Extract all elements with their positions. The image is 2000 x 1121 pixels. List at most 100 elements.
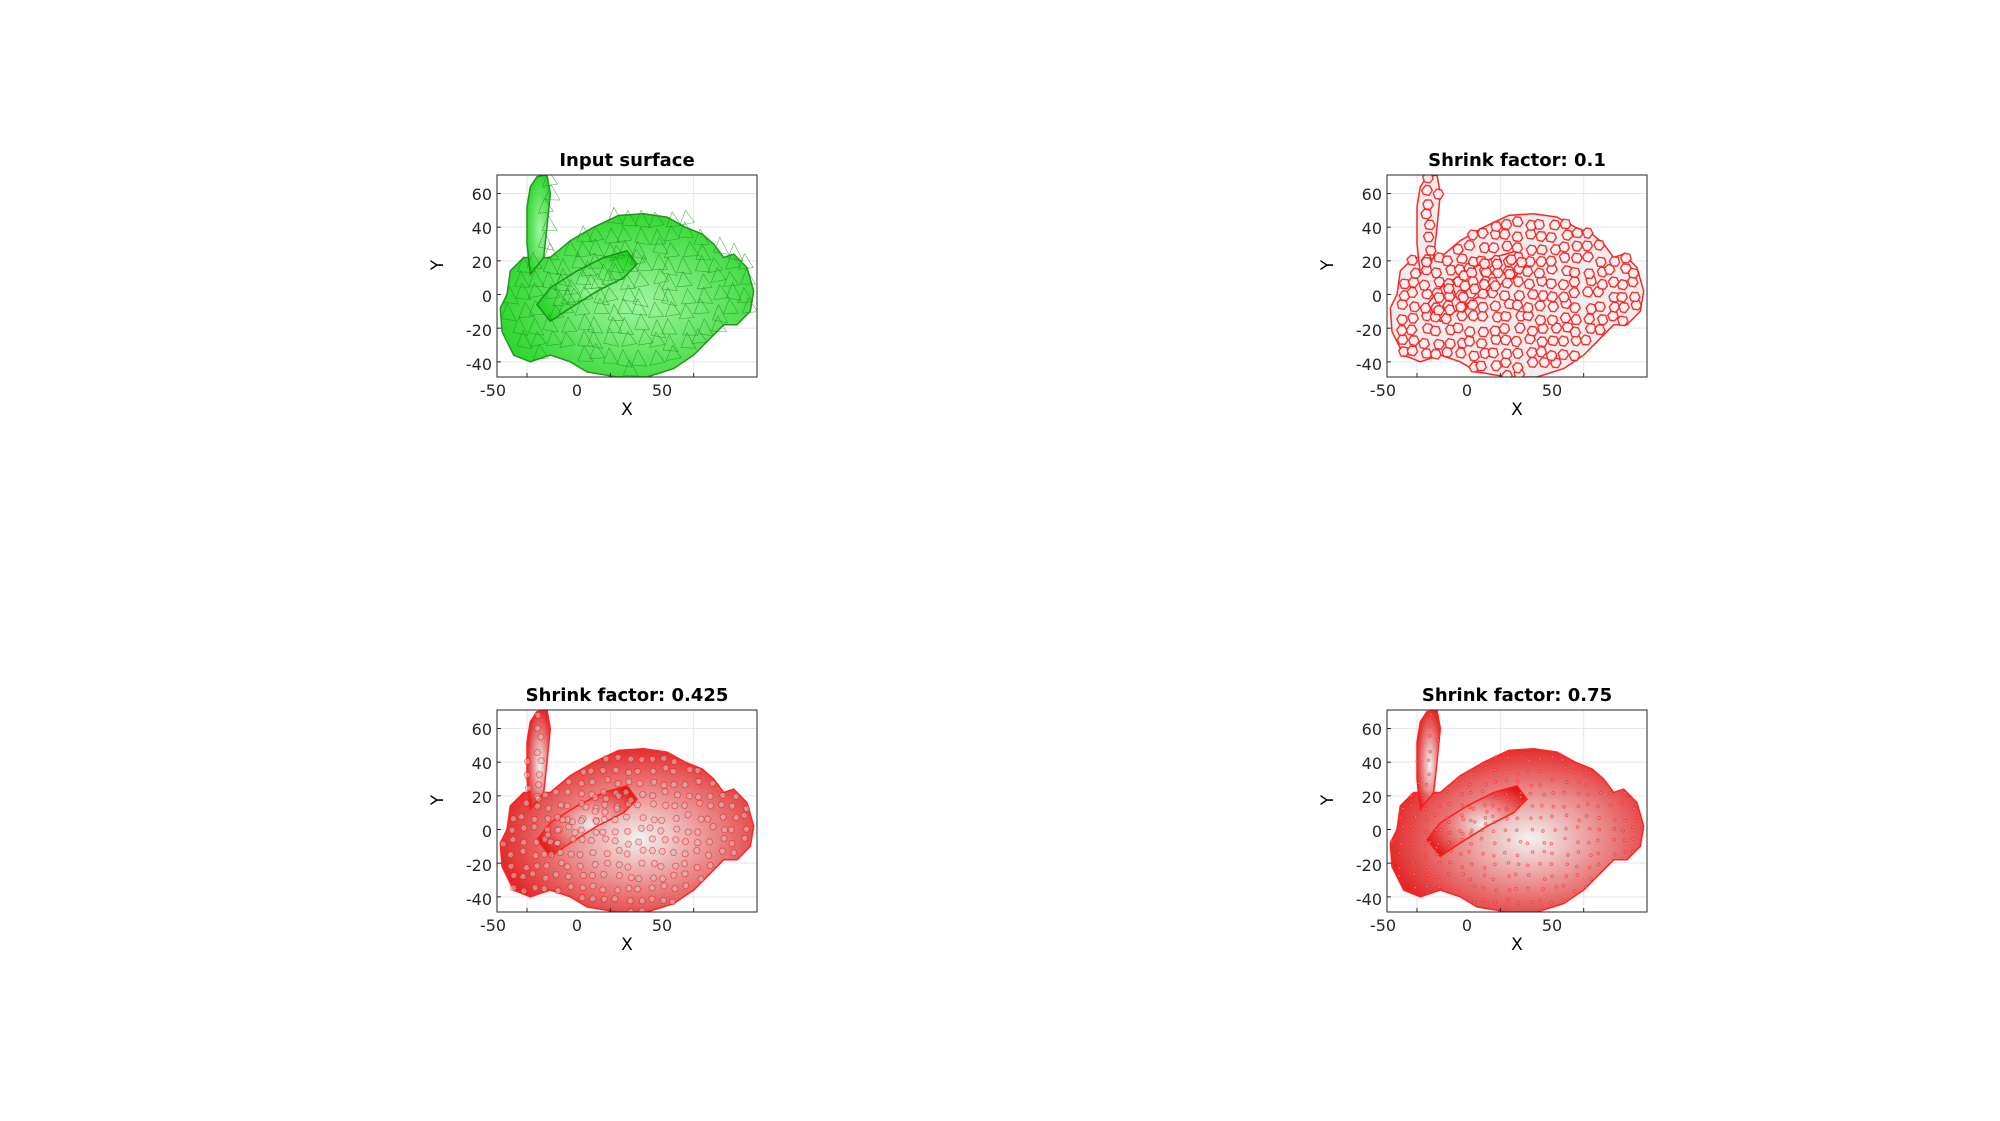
mesh-face (1492, 862, 1497, 866)
mesh-face (1433, 291, 1445, 304)
mesh-face (1395, 314, 1408, 326)
mesh-face (695, 243, 712, 261)
mesh-face (1561, 790, 1566, 795)
bunny-mesh (499, 175, 757, 377)
mesh-face (633, 885, 642, 893)
mesh-face (1534, 314, 1547, 326)
mesh-face (1594, 324, 1606, 336)
mesh-face (601, 808, 609, 816)
mesh-face (1467, 805, 1472, 810)
mesh-face (1430, 267, 1443, 279)
bunny-mesh (1389, 175, 1645, 377)
mesh-face (1595, 779, 1600, 784)
mesh-face (1549, 814, 1554, 819)
mesh-face (1516, 771, 1520, 776)
mesh-face (661, 836, 670, 844)
mesh-face (1577, 818, 1582, 823)
mesh-face (1455, 347, 1467, 359)
mesh-face (611, 816, 619, 824)
y-tick-label: 0 (1371, 287, 1382, 306)
mesh-face (650, 816, 659, 824)
mesh-face (671, 836, 680, 844)
mesh-face (658, 875, 667, 883)
mesh-face (1410, 841, 1415, 846)
mesh-face (1441, 255, 1454, 267)
mesh-face (1576, 850, 1581, 854)
mesh-face (1525, 244, 1538, 257)
mesh-face (583, 273, 600, 290)
mesh-face (1583, 313, 1596, 325)
mesh-face (1423, 807, 1428, 811)
mesh-face (1622, 838, 1627, 842)
mesh-face (1446, 831, 1450, 835)
y-tick-label: 40 (1361, 219, 1382, 238)
mesh-face (1418, 279, 1431, 292)
mesh-face (719, 813, 728, 821)
mesh-face (696, 273, 713, 290)
mesh-face (1538, 783, 1543, 788)
mesh-face (1469, 842, 1474, 846)
mesh-face (557, 801, 565, 809)
mesh-face (1427, 724, 1432, 729)
mesh-face (1501, 240, 1514, 252)
mesh-face (693, 228, 710, 245)
mesh-face (578, 893, 587, 902)
y-axis-label: Y (1318, 259, 1338, 271)
mesh-face (543, 242, 560, 261)
mesh-face (1434, 828, 1439, 832)
x-axis-label: X (1511, 935, 1523, 955)
mesh-face (1493, 767, 1498, 772)
mesh-face (1576, 840, 1580, 845)
mesh-face (556, 257, 573, 276)
mesh-face (1518, 791, 1523, 795)
mesh-face (1433, 251, 1446, 264)
mesh-face (526, 251, 543, 269)
bunny-mesh (499, 710, 755, 912)
mesh-face (1468, 877, 1473, 882)
mesh-face (1575, 825, 1580, 829)
mesh-face (1478, 278, 1491, 291)
mesh-face (1559, 218, 1572, 230)
mesh-face (576, 225, 593, 243)
mesh-face (695, 799, 704, 807)
mesh-face (1626, 276, 1639, 288)
mesh-face (1426, 758, 1431, 763)
mesh-face (681, 837, 690, 846)
mesh-face (1433, 793, 1438, 798)
mesh-face (1551, 804, 1556, 809)
mesh-face (682, 319, 699, 336)
mesh-face (1491, 267, 1504, 279)
mesh-face (534, 795, 543, 803)
mesh-face (1554, 884, 1559, 889)
mesh-face (631, 297, 648, 316)
mesh-face (1428, 749, 1433, 754)
mesh-face (601, 835, 610, 843)
mesh-face (1463, 239, 1476, 252)
mesh-face (1574, 864, 1579, 869)
mesh-face (1505, 797, 1510, 802)
mesh-face (1627, 267, 1640, 279)
mesh-face (1415, 759, 1420, 764)
mesh-face (622, 788, 630, 796)
mesh-face (602, 286, 619, 303)
mesh-face (577, 329, 594, 347)
x-tick-label: -50 (479, 381, 507, 400)
mesh-face (1399, 841, 1404, 846)
mesh-face (1437, 885, 1442, 890)
mesh-face (1546, 290, 1559, 303)
mesh-face (740, 812, 749, 820)
mesh-face (1429, 348, 1442, 360)
mesh-face (1480, 266, 1493, 278)
mesh-face (1540, 829, 1545, 833)
mesh-face (1525, 863, 1530, 868)
mesh-face (533, 862, 541, 870)
mesh-face (1526, 873, 1531, 877)
mesh-face (1518, 795, 1523, 799)
mesh-face (1539, 803, 1544, 808)
mesh-face (564, 778, 573, 786)
mesh-face (1466, 299, 1479, 311)
mesh-face (1615, 291, 1628, 303)
mesh-face (1521, 266, 1534, 278)
axes (1386, 174, 1648, 378)
mesh-face (693, 864, 702, 871)
